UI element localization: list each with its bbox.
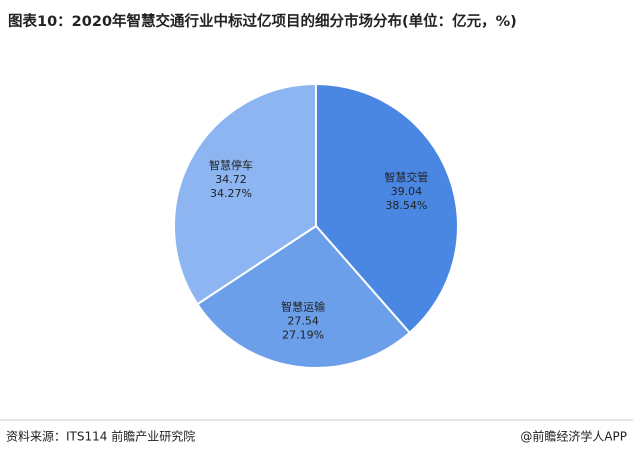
slice-name: 智慧停车 [209, 158, 253, 172]
chart-title: 图表10：2020年智慧交通行业中标过亿项目的细分市场分布(单位：亿元，%) [8, 12, 517, 30]
slice-name: 智慧交管 [384, 170, 428, 184]
pie-slice [315, 82, 459, 335]
pie-slice [173, 82, 317, 306]
credit: @前瞻经济学人APP [520, 429, 627, 444]
slice-value: 27.54 [287, 315, 319, 328]
slice-value: 39.04 [391, 185, 423, 198]
slice-percent: 27.19% [282, 329, 324, 342]
pie-slice [196, 224, 412, 369]
slice-value: 34.72 [215, 173, 247, 186]
source: 资料来源：ITS114 前瞻产业研究院 [6, 429, 195, 444]
slice-percent: 34.27% [210, 187, 252, 200]
slice-percent: 38.54% [385, 199, 427, 212]
slice-name: 智慧运输 [281, 300, 325, 314]
